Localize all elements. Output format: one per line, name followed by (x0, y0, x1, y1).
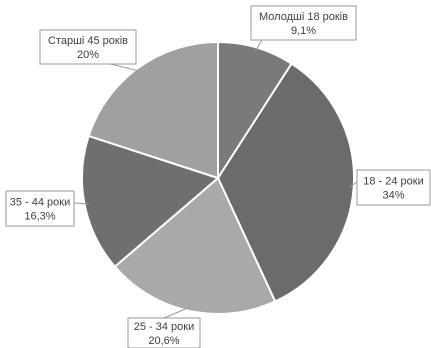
data-label-4: 35 - 44 роки 16,3% (5, 190, 75, 227)
data-label-box (39, 29, 137, 65)
label-leader-lines (73, 39, 358, 319)
slice-value-label: 16,3% (24, 211, 55, 223)
data-label-5: Старші 45 років 20% (39, 29, 137, 65)
data-labels: Молодші 18 років 9,1% 18 - 24 роки 34% 25 - … (5, 5, 431, 348)
leader-line-4 (73, 202, 89, 205)
leader-line-1 (254, 39, 263, 52)
pie-slice-3 (113, 176, 277, 315)
slice-value-label: 20% (77, 49, 99, 61)
slice-category-label: Старші 45 років (48, 35, 128, 47)
data-label-3: 25 - 34 роки 20,6% (127, 317, 201, 348)
slice-category-label: Молодші 18 років (259, 11, 348, 23)
leader-line-5 (109, 63, 141, 72)
pie-slices (81, 40, 356, 315)
data-label-box (127, 317, 201, 348)
data-label-box (356, 169, 431, 206)
pie-slice-1 (217, 40, 293, 182)
leader-line-3 (163, 306, 191, 319)
slice-category-label: 35 - 44 роки (10, 197, 71, 209)
pie-slice-4 (81, 134, 221, 269)
data-label-box (5, 190, 75, 227)
slice-value-label: 20,6% (148, 335, 179, 347)
data-label-2: 18 - 24 роки 34% (356, 169, 431, 206)
slice-value-label: 9,1% (291, 25, 316, 37)
data-label-1: Молодші 18 років 9,1% (250, 5, 357, 41)
slice-category-label: 18 - 24 роки (363, 176, 424, 188)
leader-line-2 (349, 181, 358, 188)
slice-category-label: 25 - 34 роки (134, 321, 195, 333)
pie-slice-2 (216, 62, 356, 303)
pie-slice-5 (87, 40, 219, 180)
slice-value-label: 34% (382, 190, 404, 202)
data-label-box (250, 5, 357, 41)
